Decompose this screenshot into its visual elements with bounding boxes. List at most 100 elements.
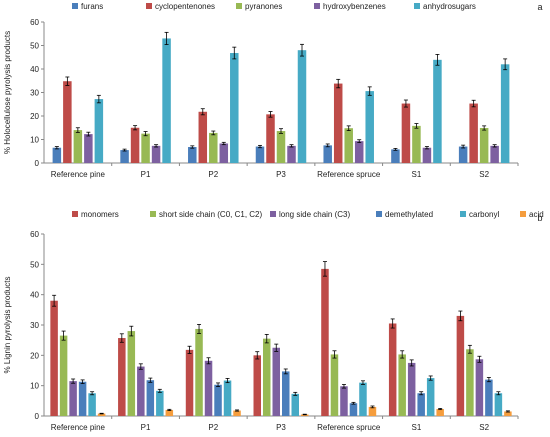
legend-swatch <box>520 211 526 217</box>
bar-demethylated <box>78 381 87 416</box>
bar-cyclopentenones <box>469 103 478 163</box>
bar-short <box>59 335 68 416</box>
x-tick-label: Reference pine <box>51 423 106 432</box>
bar-hydroxybenzenes <box>490 145 499 163</box>
bar-acid <box>368 406 377 416</box>
legend-label: hydroxybenzenes <box>323 2 386 11</box>
x-tick-label: Reference spruce <box>317 170 381 179</box>
bar-monomers <box>185 349 194 416</box>
bar-pyranones <box>209 132 218 163</box>
y-tick-label: 50 <box>30 260 39 269</box>
y-axis-title: % Lignin pyrolysis products <box>3 277 12 374</box>
chart-holocellulose: 0 10 20 30 40 50 60 % Holocellulose pyrolysis p… <box>3 2 543 179</box>
bar-short <box>466 349 474 416</box>
x-tick-label: P2 <box>208 170 218 179</box>
x-tick-label: P1 <box>141 423 151 432</box>
y-tick-label: 0 <box>35 412 40 421</box>
bar-acid <box>504 411 512 416</box>
bar-pyranones <box>276 131 286 163</box>
bar-anhydrosugars <box>365 91 374 163</box>
bar-carbonyl <box>494 393 503 416</box>
bar-furans <box>323 145 332 163</box>
bar-cyclopentenones <box>266 114 275 163</box>
bar-hydroxybenzenes <box>422 147 432 163</box>
bar-acid <box>233 410 241 416</box>
bar-long <box>340 386 348 416</box>
bar-monomers <box>388 323 397 416</box>
bar-long <box>137 366 145 416</box>
chart-lignin: 0 10 20 30 40 50 60 % Lignin pyrolysis products… <box>3 210 544 432</box>
legend-label: pyranones <box>245 2 282 11</box>
bar-anhydrosugars <box>230 53 239 163</box>
y-tick-label: 30 <box>30 321 39 330</box>
bar-acid <box>97 413 106 416</box>
bar-long <box>204 360 213 416</box>
legend-swatch <box>270 211 276 217</box>
bar-demethylated <box>146 380 155 416</box>
bar-demethylated <box>349 403 358 416</box>
bar-demethylated <box>282 371 290 416</box>
bar-monomers <box>321 268 329 416</box>
bar-furans <box>391 149 400 163</box>
bar-pyranones <box>344 128 353 163</box>
legend-label: carbonyl <box>469 210 499 219</box>
legend-swatch <box>72 3 78 9</box>
x-tick-label: P2 <box>208 423 218 432</box>
legend-label: demethylated <box>385 210 433 219</box>
bar-hydroxybenzenes <box>354 141 364 163</box>
bar-acid <box>165 409 174 416</box>
bar-short <box>263 338 271 416</box>
y-tick-label: 50 <box>30 42 39 51</box>
bar-carbonyl <box>88 393 96 416</box>
bar-short <box>398 354 406 416</box>
x-tick-label: P1 <box>141 170 151 179</box>
bar-hydroxybenzenes <box>151 145 161 163</box>
legend-label: long side chain (C3) <box>279 210 350 219</box>
bar-acid <box>301 414 309 416</box>
y-tick-label: 40 <box>30 291 39 300</box>
y-tick-label: 10 <box>30 136 39 145</box>
legend-swatch <box>72 211 78 217</box>
x-tick-label: Reference pine <box>51 170 106 179</box>
bar-monomers <box>50 300 58 416</box>
bar-hydroxybenzenes <box>219 143 229 163</box>
bar-carbonyl <box>156 390 164 416</box>
bar-carbonyl <box>359 382 367 416</box>
y-tick-label: 60 <box>30 18 39 27</box>
x-tick-label: P3 <box>276 170 286 179</box>
bar-cyclopentenones <box>198 111 208 163</box>
legend-label: anhydrosugars <box>423 2 476 11</box>
bar-pyranones <box>479 127 489 163</box>
bar-hydroxybenzenes <box>84 134 93 163</box>
bar-carbonyl <box>223 380 232 416</box>
legend-swatch <box>460 211 466 217</box>
bar-pyranones <box>73 130 83 163</box>
bar-demethylated <box>485 379 493 416</box>
bar-pyranones <box>141 133 150 163</box>
bar-hydroxybenzenes <box>287 145 296 163</box>
bar-carbonyl <box>426 378 435 416</box>
legend-label: acid <box>529 210 544 219</box>
bar-cyclopentenones <box>130 127 140 163</box>
bar-short <box>195 328 203 416</box>
bar-anhydrosugars <box>297 50 307 164</box>
y-tick-label: 60 <box>30 230 39 239</box>
bar-furans <box>188 147 197 163</box>
bar-demethylated <box>417 393 425 416</box>
bar-furans <box>255 146 265 163</box>
bar-long <box>272 347 280 416</box>
panel-label: b <box>537 213 542 223</box>
legend-swatch <box>236 3 242 9</box>
bar-carbonyl <box>291 393 299 416</box>
bar-cyclopentenones <box>333 83 343 163</box>
bar-pyranones <box>412 125 421 163</box>
legend-swatch <box>150 211 156 217</box>
x-tick-label: S2 <box>479 423 489 432</box>
legend-label: short side chain (C0, C1, C2) <box>159 210 262 219</box>
y-tick-label: 20 <box>30 112 39 121</box>
x-tick-label: P3 <box>276 423 286 432</box>
x-tick-label: S1 <box>412 423 422 432</box>
bar-monomers <box>456 315 465 416</box>
y-tick-label: 40 <box>30 65 39 74</box>
